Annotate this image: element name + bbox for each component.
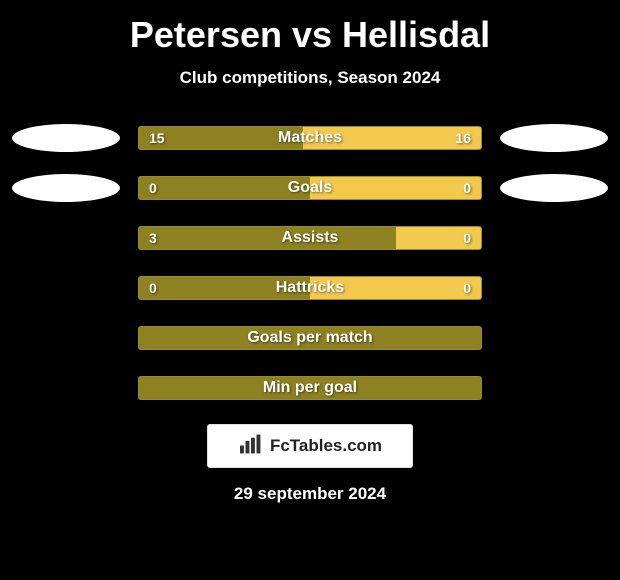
- spacer: [500, 274, 608, 302]
- stat-row: Min per goal: [12, 374, 608, 402]
- spacer: [500, 224, 608, 252]
- bar-fill-right: [310, 277, 481, 299]
- stat-bar: Goals per match: [138, 326, 482, 350]
- comparison-infographic: Petersen vs Hellisdal Club competitions,…: [0, 0, 620, 580]
- date-label: 29 september 2024: [234, 484, 386, 504]
- stat-bar: Min per goal: [138, 376, 482, 400]
- stat-bar: 00Goals: [138, 176, 482, 200]
- bar-chart-icon: [238, 433, 264, 460]
- bar-fill-left: [139, 327, 481, 349]
- player-right-marker: [500, 124, 608, 152]
- logo-text: FcTables.com: [270, 436, 382, 456]
- stat-row: Goals per match: [12, 324, 608, 352]
- spacer: [12, 274, 120, 302]
- spacer: [500, 374, 608, 402]
- bar-fill-left: [139, 277, 310, 299]
- stat-row: 00Goals: [12, 174, 608, 202]
- bar-fill-left: [139, 127, 303, 149]
- player-left-marker: [12, 124, 120, 152]
- bar-fill-right: [310, 177, 481, 199]
- player-right-marker: [500, 174, 608, 202]
- bar-fill-left: [139, 177, 310, 199]
- subtitle: Club competitions, Season 2024: [180, 68, 441, 88]
- page-title: Petersen vs Hellisdal: [130, 14, 490, 56]
- spacer: [12, 324, 120, 352]
- stat-bar: 00Hattricks: [138, 276, 482, 300]
- bar-fill-left: [139, 377, 481, 399]
- stat-row: 1516Matches: [12, 124, 608, 152]
- bar-fill-right: [303, 127, 481, 149]
- stat-bar: 1516Matches: [138, 126, 482, 150]
- stat-row: 30Assists: [12, 224, 608, 252]
- stat-row: 00Hattricks: [12, 274, 608, 302]
- spacer: [12, 224, 120, 252]
- stat-bar: 30Assists: [138, 226, 482, 250]
- bar-fill-right: [396, 227, 482, 249]
- logo-pill: FcTables.com: [207, 424, 413, 468]
- spacer: [12, 374, 120, 402]
- stat-rows: 1516Matches 00Goals 30Assists 00Hattricks Go…: [12, 124, 608, 402]
- player-left-marker: [12, 174, 120, 202]
- spacer: [500, 324, 608, 352]
